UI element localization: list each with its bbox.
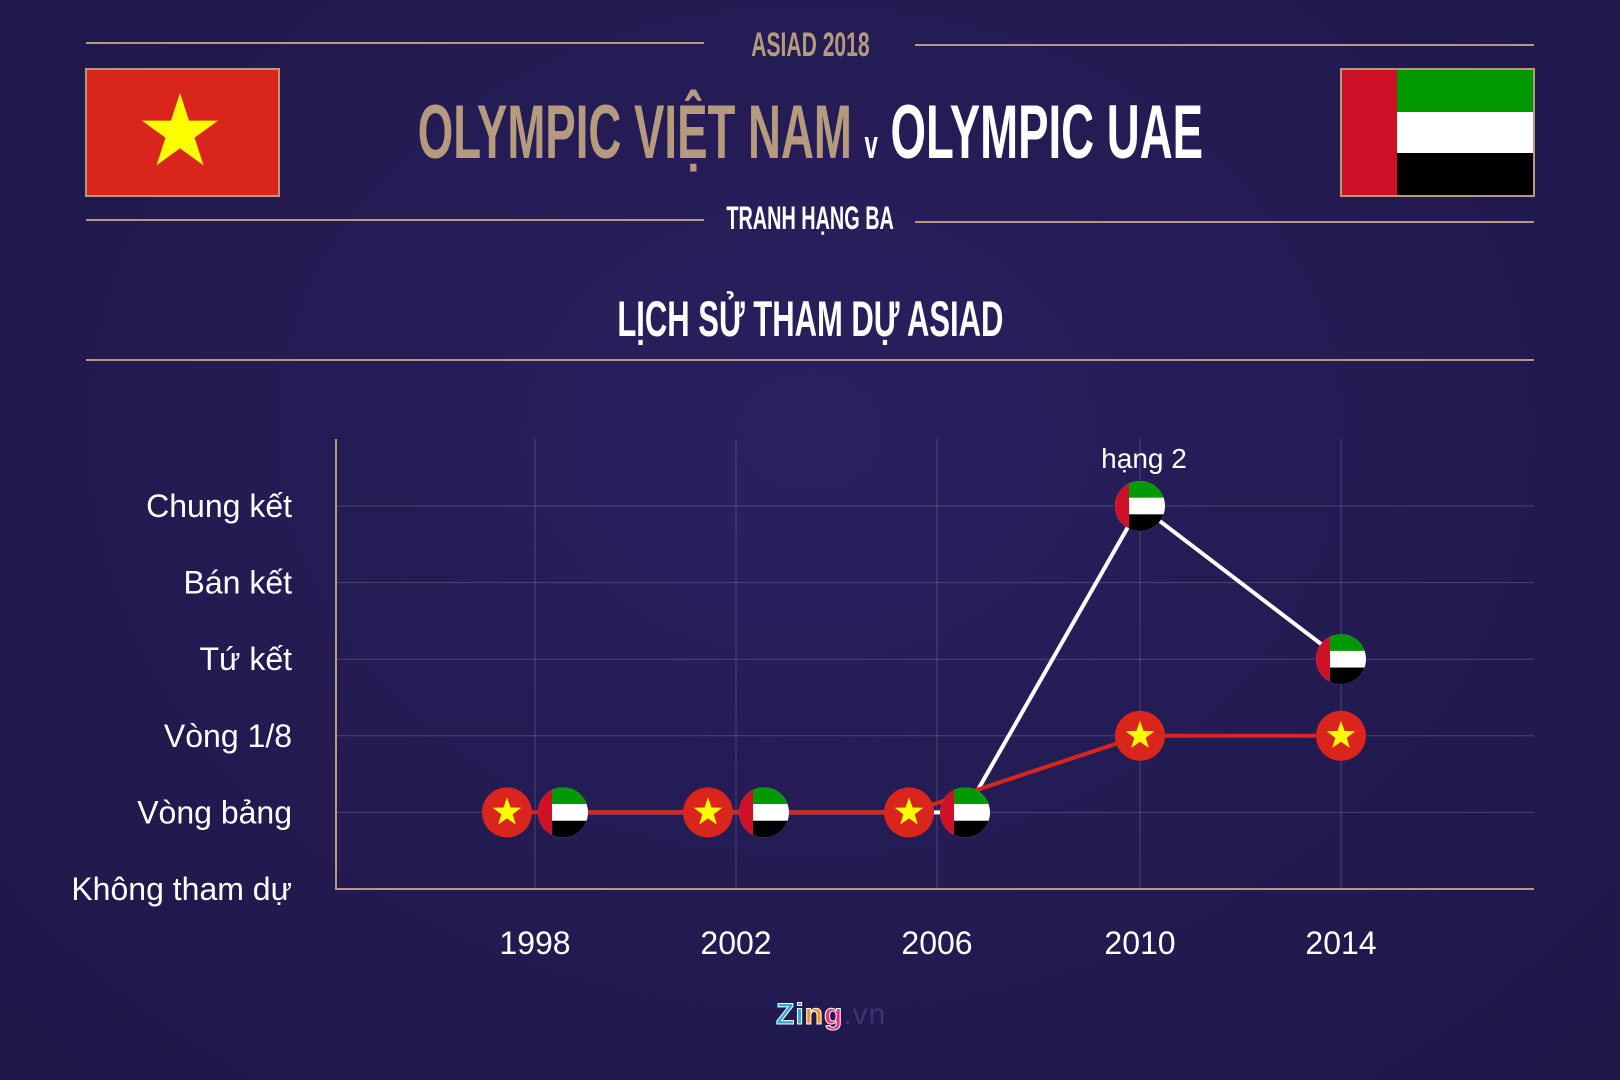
vietnam-marker (683, 787, 733, 838)
uae-marker (1316, 634, 1366, 685)
y-tick-label: Tứ kết (199, 641, 292, 677)
x-tick-label: 2002 (700, 925, 771, 961)
divider (86, 219, 704, 221)
zing-logo: Zing.vn (776, 998, 887, 1032)
x-tick-label: 1998 (499, 925, 570, 961)
away-team: OLYMPIC UAE (890, 90, 1203, 175)
vietnam-marker (482, 787, 532, 838)
match-type: TRANH HẠNG BA (726, 200, 894, 236)
vietnam-marker (1316, 710, 1366, 761)
divider (86, 42, 704, 44)
divider (86, 359, 1534, 361)
divider (915, 44, 1534, 46)
annotation-label: hạng 2 (1101, 443, 1187, 474)
y-tick-label: Bán kết (183, 565, 292, 601)
uae-marker (739, 787, 789, 838)
divider (915, 221, 1534, 223)
uae-flag (1340, 68, 1535, 197)
vietnam-flag (85, 68, 280, 197)
x-tick-label: 2014 (1305, 925, 1376, 961)
section-title: LỊCH SỬ THAM DỰ ASIAD (616, 291, 1004, 347)
versus: v (864, 123, 878, 167)
vietnam-marker (1115, 710, 1165, 761)
event-label: ASIAD 2018 (750, 26, 870, 64)
y-tick-label: Chung kết (146, 488, 292, 524)
home-team: OLYMPIC VIỆT NAM (417, 90, 852, 175)
y-tick-label: Không tham dự (71, 871, 292, 907)
y-tick-label: Vòng 1/8 (164, 718, 292, 754)
x-tick-label: 2010 (1104, 925, 1175, 961)
y-tick-label: Vòng bảng (137, 794, 292, 830)
uae-marker (538, 787, 588, 838)
x-tick-label: 2006 (901, 925, 972, 961)
vietnam-marker (884, 787, 934, 838)
